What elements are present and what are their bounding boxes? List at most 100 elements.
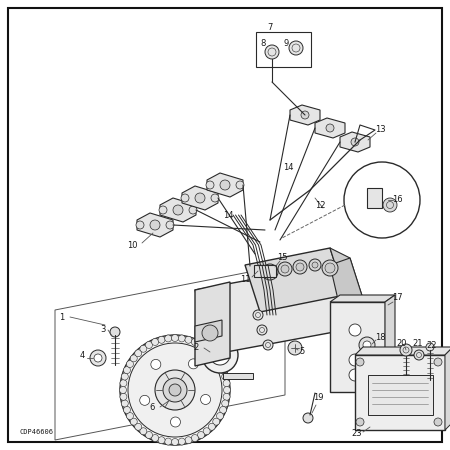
Circle shape — [123, 406, 130, 414]
Circle shape — [94, 354, 102, 362]
Circle shape — [165, 335, 172, 342]
Circle shape — [296, 263, 304, 271]
Circle shape — [220, 406, 226, 414]
Circle shape — [155, 370, 195, 410]
Bar — [368, 375, 433, 415]
Text: 3: 3 — [100, 325, 106, 334]
Circle shape — [400, 344, 412, 356]
Circle shape — [202, 325, 218, 341]
Bar — [355, 355, 445, 430]
Circle shape — [202, 337, 238, 373]
Circle shape — [289, 41, 303, 55]
Circle shape — [135, 350, 142, 357]
Circle shape — [216, 360, 224, 368]
Circle shape — [135, 423, 142, 430]
Circle shape — [159, 206, 167, 214]
Circle shape — [171, 334, 179, 342]
Circle shape — [185, 437, 192, 444]
Circle shape — [189, 206, 197, 214]
Circle shape — [349, 369, 361, 381]
Circle shape — [152, 338, 158, 346]
Polygon shape — [195, 265, 345, 355]
Bar — [223, 373, 253, 379]
Circle shape — [351, 138, 359, 146]
Circle shape — [121, 400, 128, 407]
Polygon shape — [330, 295, 395, 302]
Circle shape — [169, 384, 181, 396]
Text: 17: 17 — [392, 293, 402, 302]
Text: 1: 1 — [59, 312, 65, 321]
Circle shape — [288, 341, 302, 355]
Circle shape — [220, 367, 226, 374]
Circle shape — [191, 435, 198, 441]
Text: 14: 14 — [223, 211, 233, 220]
Circle shape — [206, 181, 214, 189]
Text: 7: 7 — [267, 23, 273, 32]
Text: 13: 13 — [375, 126, 385, 135]
Bar — [330, 302, 385, 392]
Text: 20: 20 — [397, 339, 407, 348]
Circle shape — [195, 193, 205, 203]
Circle shape — [312, 262, 318, 268]
Circle shape — [158, 437, 165, 444]
Polygon shape — [385, 295, 395, 392]
Circle shape — [123, 367, 130, 374]
Text: CDP46606: CDP46606 — [20, 429, 54, 435]
Circle shape — [220, 180, 230, 190]
Circle shape — [150, 220, 160, 230]
Polygon shape — [355, 347, 450, 355]
Circle shape — [236, 181, 244, 189]
Circle shape — [281, 265, 289, 273]
Polygon shape — [160, 198, 196, 222]
Text: 12: 12 — [315, 201, 325, 210]
Circle shape — [253, 310, 263, 320]
Text: 23: 23 — [352, 429, 362, 438]
Circle shape — [151, 360, 161, 369]
Circle shape — [208, 423, 215, 430]
Circle shape — [173, 205, 183, 215]
Polygon shape — [445, 347, 450, 430]
Circle shape — [414, 350, 424, 360]
Text: 10: 10 — [127, 240, 137, 249]
Circle shape — [223, 380, 230, 387]
Polygon shape — [330, 258, 365, 330]
Circle shape — [126, 360, 134, 368]
Circle shape — [224, 387, 230, 393]
Text: 22: 22 — [427, 342, 437, 351]
Circle shape — [120, 387, 126, 393]
Circle shape — [185, 336, 192, 343]
Circle shape — [152, 435, 158, 441]
Circle shape — [130, 418, 137, 425]
Polygon shape — [290, 105, 320, 125]
Circle shape — [363, 341, 371, 349]
Circle shape — [356, 358, 364, 366]
Polygon shape — [330, 248, 365, 305]
Circle shape — [262, 264, 278, 280]
Circle shape — [222, 400, 229, 407]
Circle shape — [191, 338, 198, 346]
Circle shape — [203, 345, 210, 352]
Circle shape — [165, 438, 172, 445]
Circle shape — [178, 438, 185, 445]
Polygon shape — [195, 320, 222, 342]
Circle shape — [121, 373, 128, 380]
Polygon shape — [207, 173, 243, 197]
Circle shape — [145, 342, 153, 348]
Circle shape — [140, 428, 147, 435]
Circle shape — [434, 358, 442, 366]
Polygon shape — [340, 132, 370, 152]
Circle shape — [203, 428, 210, 435]
Circle shape — [349, 324, 361, 336]
Text: 6: 6 — [149, 404, 155, 413]
Text: 16: 16 — [392, 195, 402, 204]
Bar — [367, 188, 382, 208]
Circle shape — [349, 354, 361, 366]
Circle shape — [210, 345, 230, 365]
Circle shape — [145, 432, 153, 439]
Circle shape — [223, 393, 230, 400]
Circle shape — [293, 260, 307, 274]
Polygon shape — [245, 248, 345, 312]
Circle shape — [434, 418, 442, 426]
Circle shape — [166, 221, 174, 229]
Circle shape — [278, 262, 292, 276]
